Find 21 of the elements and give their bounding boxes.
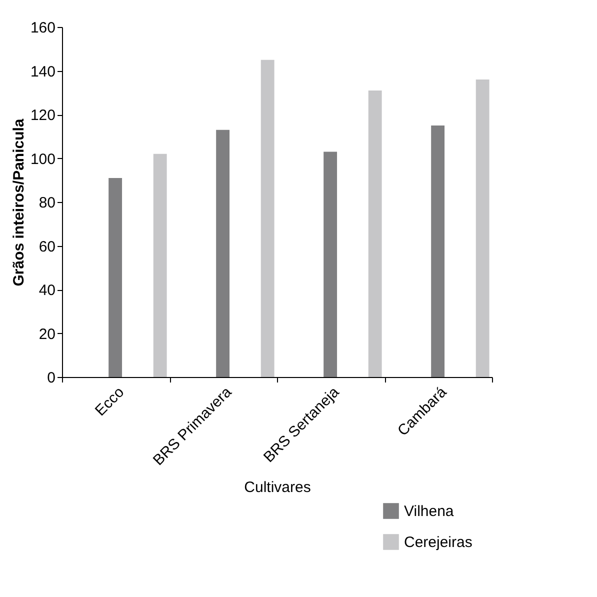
y-tick-label: 40 [38,282,56,299]
bar [108,178,122,377]
y-tick-label: 140 [30,63,56,80]
y-tick-label: 160 [30,20,56,36]
y-tick-label: 20 [38,326,56,343]
bar [476,80,490,377]
legend-label: Vilhena [404,503,454,520]
y-axis-title: Grãos inteiros/Panicula [10,118,28,286]
y-tick-label: 80 [38,194,56,212]
y-tick-label: 120 [30,107,56,124]
bar [216,130,230,377]
x-axis-title: Cultivares [244,479,311,496]
bar [431,125,445,377]
bar [260,60,274,377]
y-tick-label: 0 [47,370,56,386]
y-tick-label: 100 [30,150,56,168]
bar [324,152,338,377]
bar [368,90,382,377]
y-tick-label: 60 [38,238,56,256]
legend-label: Cerejeiras [404,534,472,551]
bar [153,154,167,377]
